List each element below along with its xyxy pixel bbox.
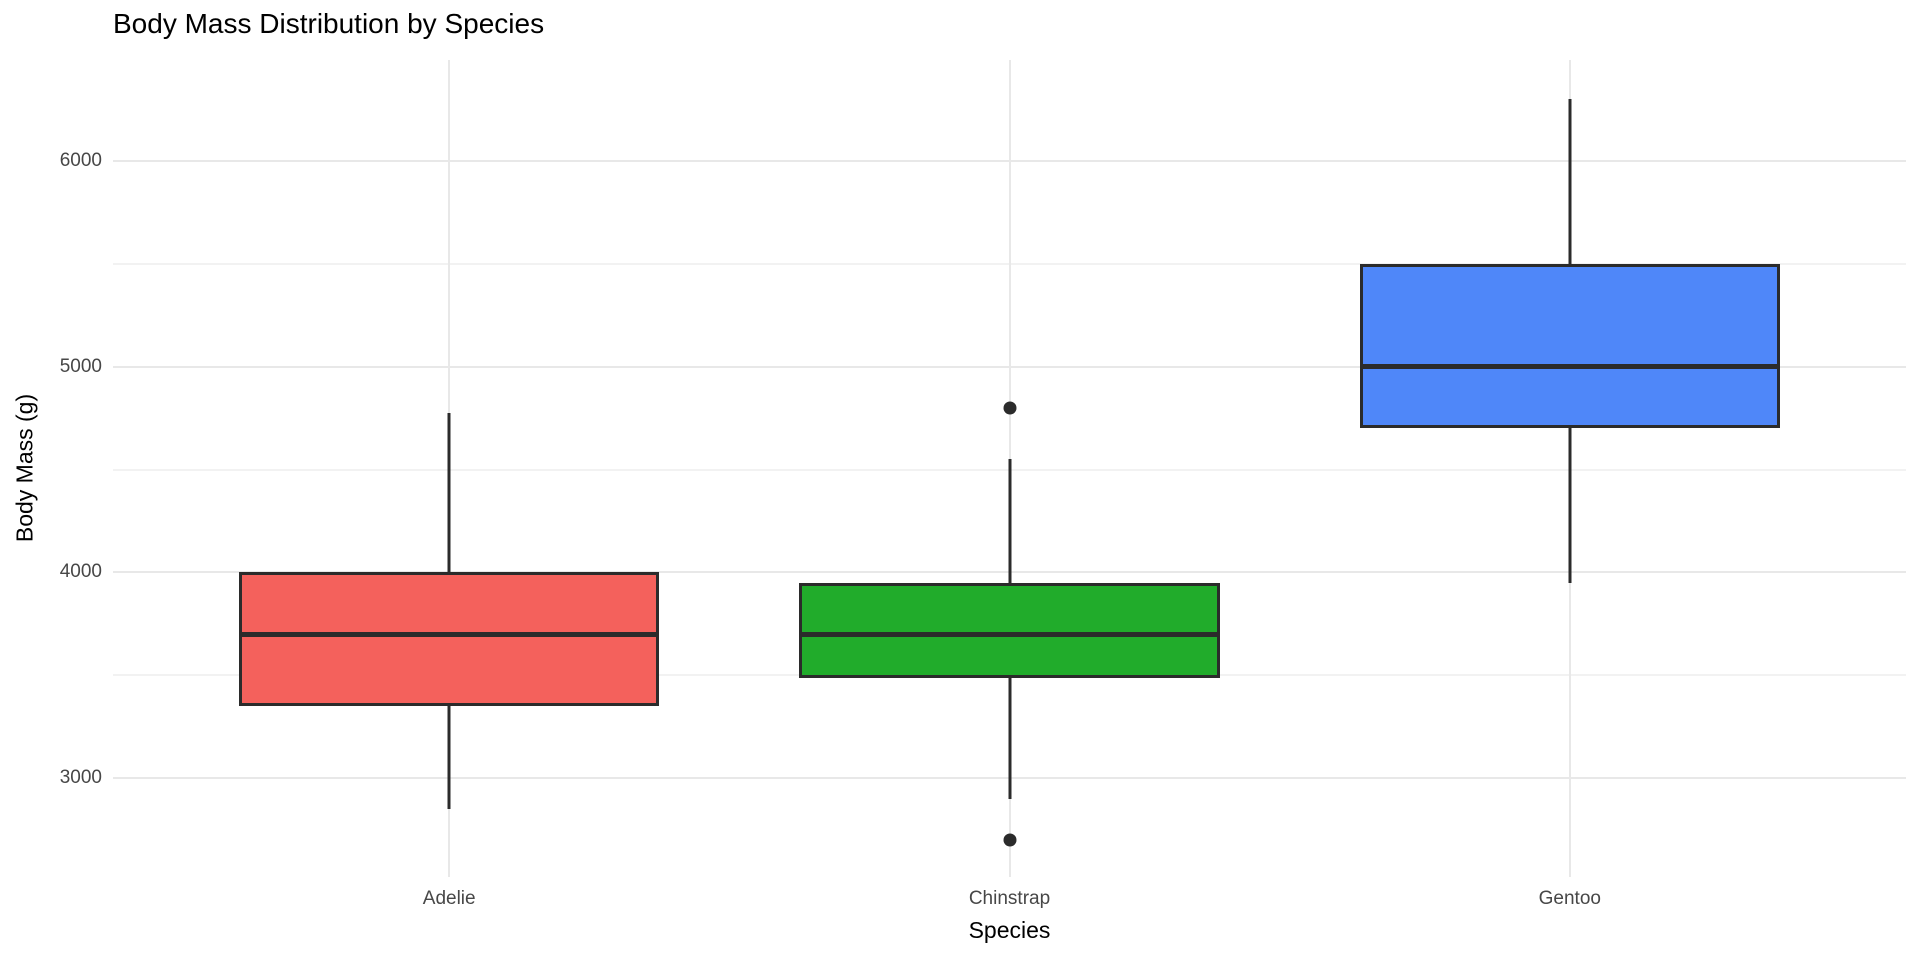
median-line-chinstrap	[799, 631, 1220, 637]
box-chinstrap	[799, 582, 1220, 678]
y-tick-label-4000: 4000	[59, 561, 102, 583]
outlier-point-chinstrap-4800	[1003, 401, 1016, 415]
box-adelie	[239, 572, 660, 707]
plot-panel: Species Adelie Chinstrap Gentoo 3000 4000 500…	[60, 60, 1906, 943]
x-tick-label-adelie: Adelie	[422, 888, 476, 909]
whisker-lower-gentoo	[1568, 428, 1572, 583]
y-tick-label-5000: 5000	[59, 355, 102, 377]
y-tick-label-3000: 3000	[59, 767, 102, 789]
x-tick-label-chinstrap: Chinstrap	[968, 888, 1051, 909]
whisker-lower-chinstrap	[1008, 677, 1011, 799]
whisker-lower-adelie	[447, 706, 451, 810]
gridline-major-y-6000	[113, 159, 1906, 162]
plot-title: Body Mass Distribution by Species	[113, 8, 545, 39]
outlier-point-chinstrap-2700	[1003, 833, 1016, 847]
x-axis-title: Species	[968, 917, 1051, 943]
box-gentoo	[1359, 263, 1780, 429]
y-axis-title: Body Mass (g)	[11, 393, 38, 543]
whisker-upper-chinstrap	[1008, 459, 1011, 583]
whisker-upper-adelie	[447, 412, 451, 573]
median-line-adelie	[239, 631, 660, 637]
median-line-gentoo	[1359, 364, 1780, 370]
whisker-upper-gentoo	[1568, 99, 1572, 264]
x-tick-label-gentoo: Gentoo	[1538, 888, 1601, 909]
y-tick-label-6000: 6000	[59, 149, 102, 171]
